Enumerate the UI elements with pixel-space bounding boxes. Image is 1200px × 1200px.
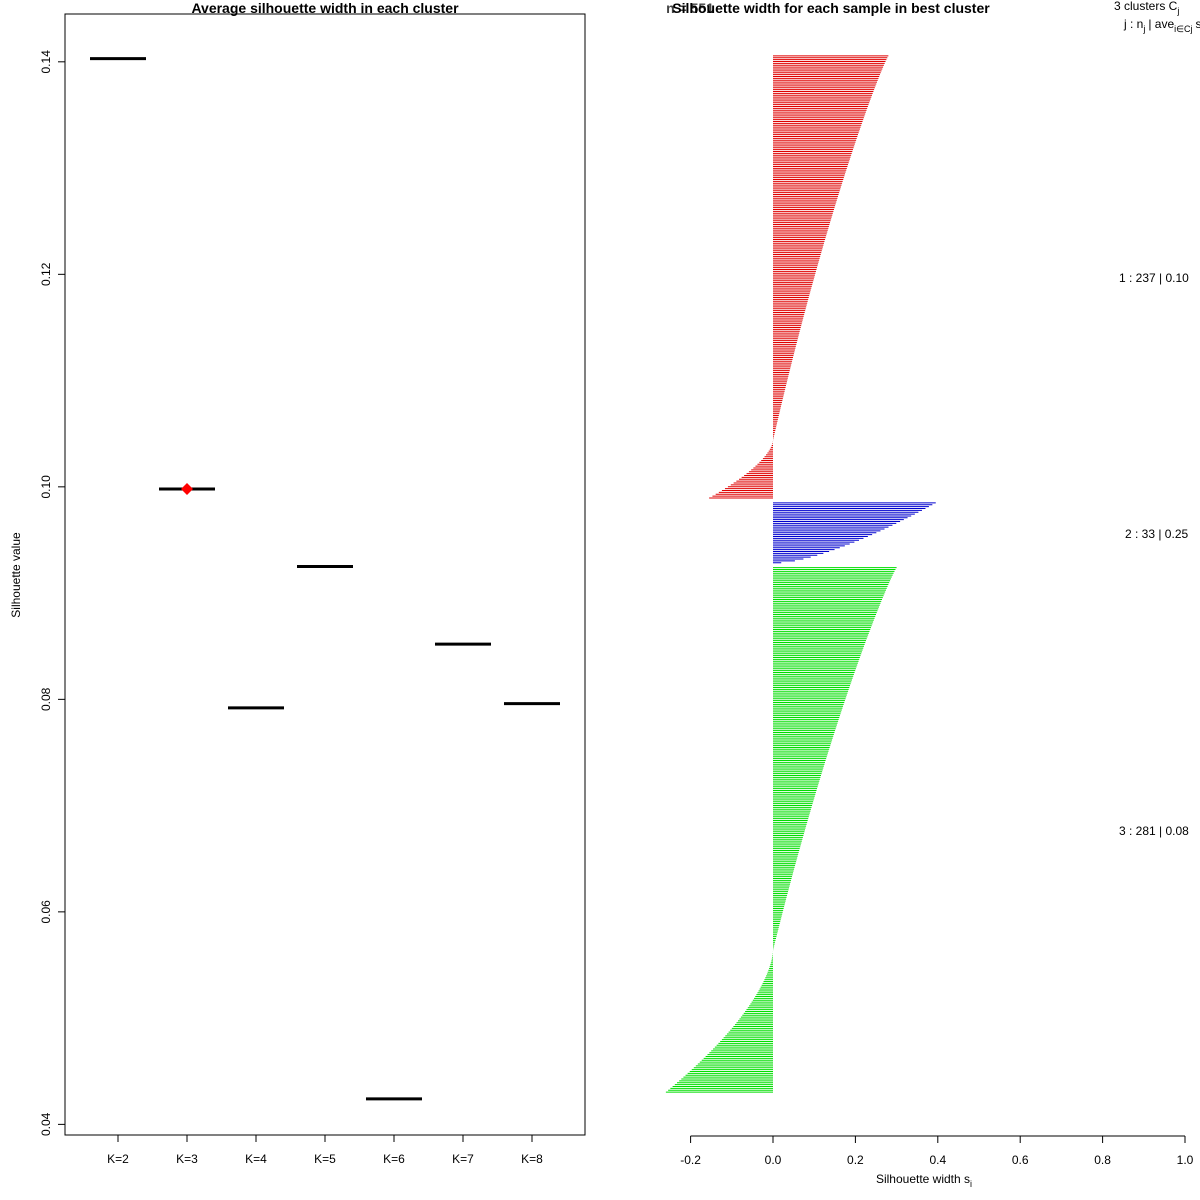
right-x-tick-label: 1.0 (1177, 1153, 1194, 1167)
left-marks (90, 57, 560, 1101)
left-x-tick-label: K=2 (107, 1152, 129, 1166)
legend-header-line2-sub: j (1142, 24, 1145, 34)
left-x-tick-label: K=3 (176, 1152, 198, 1166)
right-x-tick-label: 0.8 (1094, 1153, 1111, 1167)
left-x-tick-label: K=8 (521, 1152, 543, 1166)
left-y-tick-label: 0.10 (39, 475, 53, 499)
left-x-tick-label: K=4 (245, 1152, 267, 1166)
left-y-tick-label: 0.06 (39, 900, 53, 924)
left-plot-frame (64, 13, 586, 1136)
legend-header-line2-sub2: i∈Cj (1174, 24, 1192, 34)
left-y-tick-label: 0.04 (39, 1112, 53, 1136)
left-y-tick-label: 0.14 (39, 50, 53, 74)
right-x-axis-label-sub: i (970, 1179, 972, 1189)
right-x-axis-label: Silhouette width si (876, 1172, 972, 1189)
left-y-axis-label: Silhouette value (9, 532, 23, 618)
right-x-axis: -0.2 0.0 0.2 0.4 0.6 0.8 1.0 (680, 1135, 1194, 1167)
left-y-axis: 0.04 0.06 0.08 0.10 0.12 0.14 (39, 50, 65, 1136)
right-x-axis-label-text: Silhouette width s (876, 1172, 970, 1186)
left-panel: Average silhouette width in each cluster… (9, 0, 586, 1166)
left-y-tick-label: 0.12 (39, 262, 53, 286)
left-x-axis: K=2 K=3 K=4 K=5 K=6 K=7 K=8 (107, 1135, 543, 1166)
cluster-labels: 1 : 237 | 0.10 2 : 33 | 0.25 3 : 281 | 0.0… (1119, 271, 1189, 838)
legend-header-line2-text: j : n (1123, 17, 1143, 31)
left-y-tick-label: 0.08 (39, 687, 53, 711)
right-x-tick-label: 0.6 (1012, 1153, 1029, 1167)
left-x-tick-label: K=5 (314, 1152, 336, 1166)
right-x-tick-label: 0.0 (765, 1153, 782, 1167)
right-x-tick-label: -0.2 (680, 1153, 701, 1167)
left-x-tick-label: K=6 (383, 1152, 405, 1166)
best-k-marker (181, 482, 193, 495)
legend-header-line1-sub: j (1176, 6, 1179, 16)
right-panel: n = 551 Silhouette width for each sample… (665, 0, 1200, 1189)
right-x-tick-label: 0.2 (847, 1153, 864, 1167)
silhouette-bars (665, 55, 936, 1093)
legend-header-line1: 3 clusters Cj (1114, 0, 1179, 16)
cluster-label: 1 : 237 | 0.10 (1119, 271, 1189, 285)
legend-header-line2: j : nj | avei∈Cj s (1123, 17, 1200, 34)
cluster-label: 3 : 281 | 0.08 (1119, 824, 1189, 838)
right-chart-overlap-text: n = 551 (666, 0, 714, 16)
left-x-tick-label: K=7 (452, 1152, 474, 1166)
right-x-tick-label: 0.4 (929, 1153, 946, 1167)
legend-header-line2-end: s (1196, 17, 1200, 31)
legend-header-line1-text: 3 clusters C (1114, 0, 1178, 13)
cluster-label: 2 : 33 | 0.25 (1125, 527, 1188, 541)
legend-header-line2-tail: | ave (1148, 17, 1174, 31)
legend-header: 3 clusters Cj j : nj | avei∈Cj s (1114, 0, 1200, 34)
left-chart-title: Average silhouette width in each cluster (191, 0, 459, 16)
right-chart-title: Silhouette width for each sample in best… (672, 0, 990, 16)
